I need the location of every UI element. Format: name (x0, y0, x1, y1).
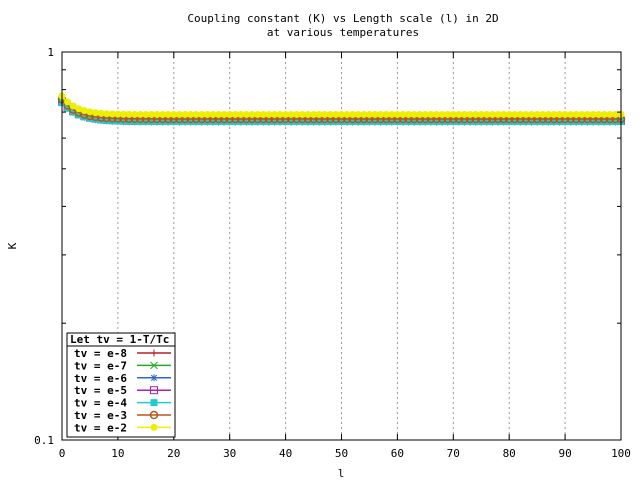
series-layer (57, 92, 626, 126)
x-tick-label-10: 10 (111, 447, 124, 460)
series-markers-6 (58, 92, 625, 119)
legend-entry-4: tv = e-4 (74, 397, 171, 410)
series-markers-4 (58, 99, 625, 126)
chart-title: Coupling constant (K) vs Length scale (l… (187, 12, 498, 25)
x-tick-label-40: 40 (279, 447, 292, 460)
x-tick-label-70: 70 (447, 447, 460, 460)
axis-layer: 0 10 20 30 40 50 60 70 80 90 100 0.1 1 (34, 46, 631, 460)
legend-entry-5: tv = e-3 (74, 409, 171, 422)
legend-label-0: tv = e-8 (74, 347, 127, 360)
legend-label-1: tv = e-7 (74, 359, 127, 372)
grid-lines (117, 52, 566, 440)
legend-label-6: tv = e-2 (74, 421, 127, 434)
legend-label-5: tv = e-3 (74, 409, 127, 422)
x-tick-label-0: 0 (59, 447, 66, 460)
legend-entries: tv = e-8tv = e-7tv = e-6tv = e-5tv = e-4… (74, 347, 171, 434)
legend-entry-1: tv = e-7 (74, 359, 171, 372)
x-tick-label-60: 60 (391, 447, 404, 460)
legend-box (66, 332, 176, 438)
legend-entry-6: tv = e-2 (74, 421, 171, 434)
series-5 (57, 95, 626, 124)
x-tick-label-30: 30 (223, 447, 236, 460)
legend-label-3: tv = e-5 (74, 384, 127, 397)
legend-title: Let tv = 1-T/Tc (70, 333, 169, 346)
legend-entry-0: tv = e-8 (74, 347, 171, 360)
legend-label-4: tv = e-4 (74, 397, 127, 410)
legend-entry-3: tv = e-5 (74, 384, 171, 397)
series-4 (58, 99, 625, 126)
x-axis-label: l (338, 467, 345, 480)
y-tick-label-1: 1 (47, 46, 54, 59)
series-6 (58, 92, 625, 119)
x-tick-label-80: 80 (503, 447, 516, 460)
legend-label-2: tv = e-6 (74, 372, 127, 385)
x-tick-label-20: 20 (167, 447, 180, 460)
y-axis-label: K (6, 242, 19, 249)
legend: Let tv = 1-T/Tc tv = e-8tv = e-7tv = e-6… (66, 332, 176, 438)
y-tick-label-0: 0.1 (34, 434, 54, 447)
x-tick-label-90: 90 (558, 447, 571, 460)
x-tick-label-100: 100 (611, 447, 631, 460)
legend-entry-2: tv = e-6 (74, 372, 171, 385)
chart-subtitle: at various temperatures (267, 26, 419, 39)
x-tick-label-50: 50 (335, 447, 348, 460)
